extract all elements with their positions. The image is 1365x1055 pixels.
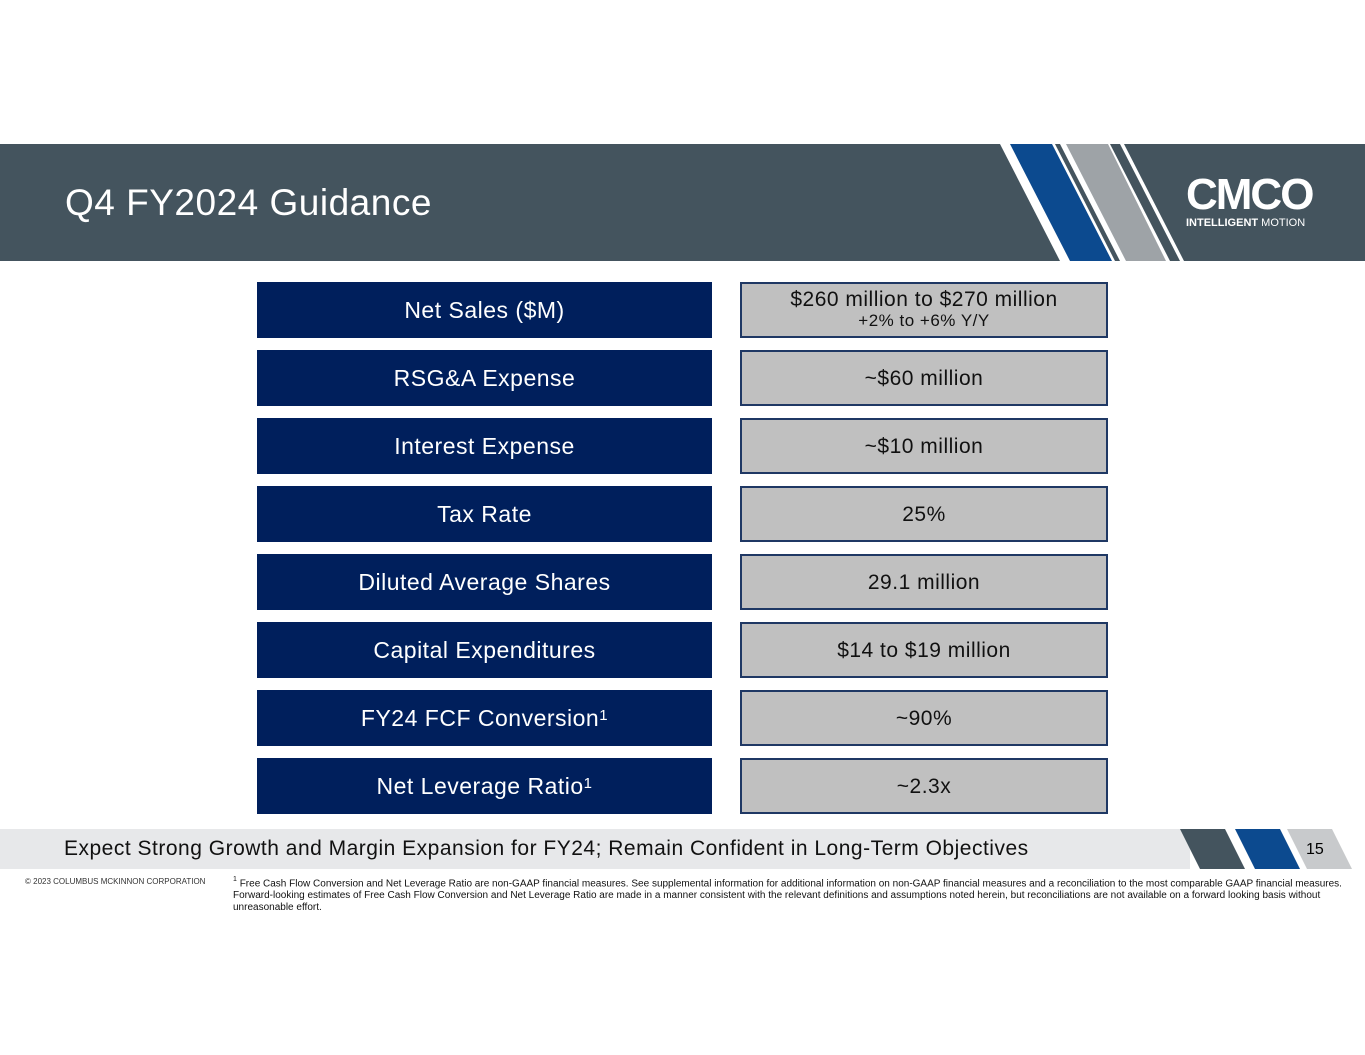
metric-name: Diluted Average Shares bbox=[358, 568, 611, 595]
value-text: ~$10 million bbox=[864, 434, 984, 458]
guidance-row: Interest Expense ~$10 million bbox=[257, 418, 1108, 474]
metric-label: Tax Rate bbox=[257, 486, 712, 542]
guidance-row: FY24 FCF Conversion 1 ~90% bbox=[257, 690, 1108, 746]
tagline: MOTION bbox=[1261, 217, 1306, 229]
metric-name: Net Sales ($M) bbox=[404, 296, 565, 323]
banner-stripes bbox=[1180, 829, 1352, 869]
value-subtext: +2% to +6% Y/Y bbox=[858, 311, 990, 330]
metric-label: Net Leverage Ratio 1 bbox=[257, 758, 712, 814]
metric-value: 29.1 million bbox=[740, 554, 1108, 610]
page-number: 15 bbox=[1306, 841, 1324, 858]
title: Q4 FY2024 Guidance bbox=[65, 182, 432, 223]
tagline-bold: INTELLIGENT bbox=[1186, 217, 1259, 229]
value-text: $260 million to $270 million bbox=[790, 288, 1058, 311]
metric-name: Net Leverage Ratio bbox=[376, 772, 584, 799]
header-stripes bbox=[1000, 144, 1184, 261]
guidance-row: Diluted Average Shares 29.1 million bbox=[257, 554, 1108, 610]
guidance-row: Capital Expenditures $14 to $19 million bbox=[257, 622, 1108, 678]
value-text: ~90% bbox=[895, 706, 953, 730]
metric-value: $260 million to $270 million +2% to +6% Y… bbox=[740, 282, 1108, 338]
value-text: 25% bbox=[902, 502, 946, 526]
note-marker: 1 bbox=[233, 876, 237, 883]
logo: CMCO bbox=[1186, 170, 1314, 219]
logo-tagline: INTELLIGENT MOTION bbox=[1186, 217, 1305, 229]
metric-name: Tax Rate bbox=[437, 500, 532, 527]
metric-name: FY24 FCF Conversion bbox=[360, 704, 600, 731]
metric-label: Interest Expense bbox=[257, 418, 712, 474]
value-text: ~2.3x bbox=[896, 774, 952, 798]
metric-label: Diluted Average Shares bbox=[257, 554, 712, 610]
metric-name: RSG&A Expense bbox=[393, 364, 576, 391]
metric-name: Interest Expense bbox=[394, 432, 575, 459]
footnote: 1 Free Cash Flow Conversion and Net Leve… bbox=[233, 875, 1343, 914]
metric-value: ~90% bbox=[740, 690, 1108, 746]
metric-value: 25% bbox=[740, 486, 1108, 542]
metric-label: Net Sales ($M) bbox=[257, 282, 712, 338]
guidance-row: Net Sales ($M) $260 million to $270 milli… bbox=[257, 282, 1108, 338]
metric-value: ~$60 million bbox=[740, 350, 1108, 406]
guidance-row: RSG&A Expense ~$60 million bbox=[257, 350, 1108, 406]
value-text: ~$60 million bbox=[864, 366, 984, 390]
footnote-marker: 1 bbox=[599, 706, 609, 724]
banner-text: Expect Strong Growth and Margin Expansio… bbox=[64, 837, 1029, 860]
banner bbox=[0, 829, 1190, 869]
metric-value: ~$10 million bbox=[740, 418, 1108, 474]
metric-value: ~2.3x bbox=[740, 758, 1108, 814]
copyright: © 2023 COLUMBUS MCKINNON CORPORATION bbox=[25, 877, 206, 886]
metric-label: Capital Expenditures bbox=[257, 622, 712, 678]
guidance-row: Net Leverage Ratio 1 ~2.3x bbox=[257, 758, 1108, 814]
metric-name: Capital Expenditures bbox=[373, 636, 596, 663]
metric-label: RSG&A Expense bbox=[257, 350, 712, 406]
guidance-row: Tax Rate 25% bbox=[257, 486, 1108, 542]
footnote-marker: 1 bbox=[583, 774, 593, 792]
metric-label: FY24 FCF Conversion 1 bbox=[257, 690, 712, 746]
metric-value: $14 to $19 million bbox=[740, 622, 1108, 678]
value-text: $14 to $19 million bbox=[837, 638, 1011, 662]
value-text: 29.1 million bbox=[867, 570, 981, 594]
note-text: Free Cash Flow Conversion and Net Levera… bbox=[233, 878, 1342, 914]
header-bar bbox=[0, 144, 1365, 261]
